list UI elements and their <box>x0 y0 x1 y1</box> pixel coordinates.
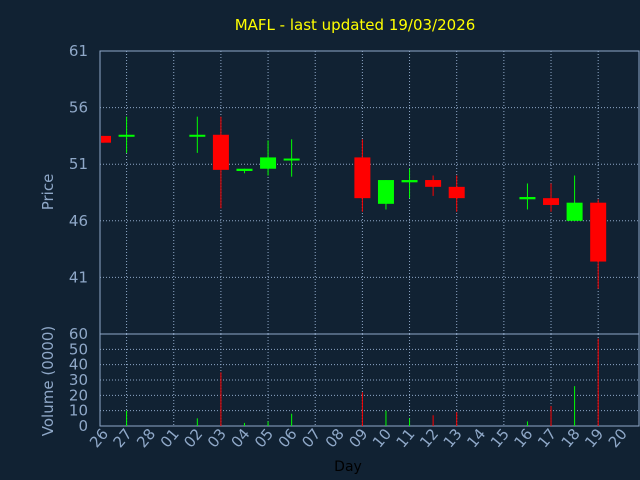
x-axis-label: Day <box>334 459 362 475</box>
volume-tick-label: 10 <box>69 402 88 420</box>
price-tick-label: 56 <box>69 99 88 117</box>
price-tick-label: 41 <box>69 268 88 286</box>
candle-body <box>283 158 300 161</box>
price-y-ticks: 61 56 51 46 41 <box>69 42 88 286</box>
volume-tick-label: 30 <box>69 371 88 389</box>
candle-body <box>519 197 536 200</box>
volume-tick-label: 40 <box>69 356 88 374</box>
candle-body <box>101 135 111 143</box>
candle-body <box>377 180 394 204</box>
candle-body <box>448 186 465 199</box>
price-tick-label: 51 <box>69 155 88 173</box>
price-axis-label: Price <box>39 174 57 211</box>
volume-tick-label: 60 <box>69 325 88 343</box>
volume-tick-label: 0 <box>78 417 88 435</box>
volume-bars <box>126 338 599 426</box>
candle-body <box>566 202 583 221</box>
candle-body <box>543 198 560 205</box>
price-tick-label: 61 <box>69 42 88 60</box>
price-panel: 61 56 51 46 41 Price <box>39 42 640 335</box>
candle-body <box>354 157 371 199</box>
chart-title: MAFL - last updated 19/03/2026 <box>235 16 476 34</box>
candle-body <box>118 134 135 137</box>
candle-body <box>590 202 607 262</box>
candle-body <box>189 134 206 137</box>
candle-body <box>425 180 442 187</box>
candle-body <box>212 134 229 170</box>
volume-plot-area <box>99 333 640 427</box>
volume-axis-label: Volume (0000) <box>39 326 57 436</box>
candle-body <box>260 157 277 169</box>
candle-body <box>236 168 253 171</box>
volume-tick-label: 20 <box>69 386 88 404</box>
x-tick-labels: 2627280102030405060708091011121314151617… <box>86 425 631 451</box>
candle-body <box>401 180 418 183</box>
candles <box>101 116 607 289</box>
price-tick-label: 46 <box>69 212 88 230</box>
volume-tick-label: 50 <box>69 340 88 358</box>
